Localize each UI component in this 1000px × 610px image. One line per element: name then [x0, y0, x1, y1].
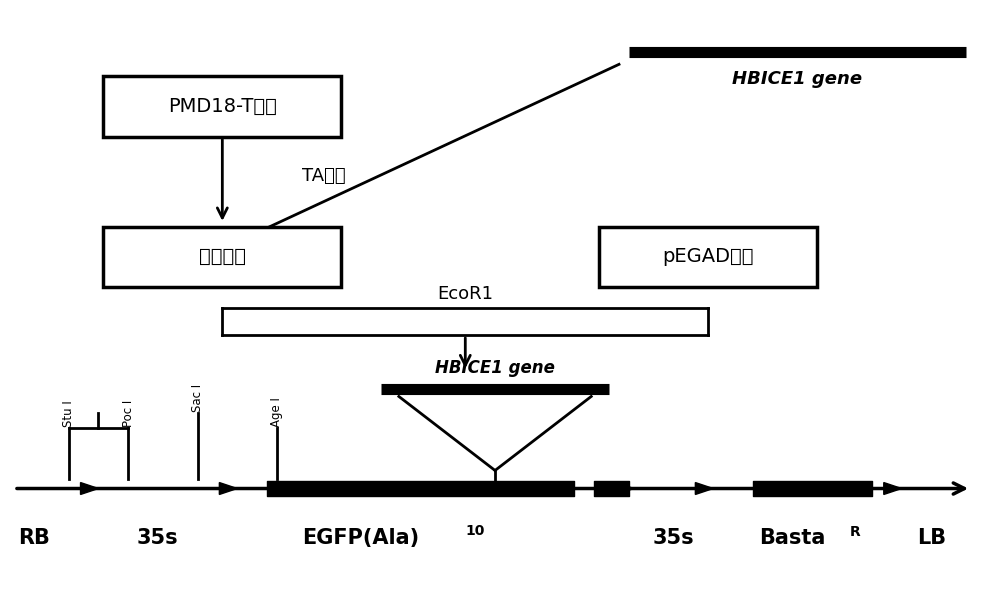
- Text: HBICE1 gene: HBICE1 gene: [732, 70, 863, 88]
- Text: 35s: 35s: [653, 528, 694, 548]
- Polygon shape: [81, 483, 98, 495]
- Text: pEGAD载体: pEGAD载体: [662, 248, 754, 267]
- Bar: [599, 227, 817, 287]
- Polygon shape: [884, 483, 902, 495]
- Text: Sac I: Sac I: [191, 384, 204, 412]
- Text: 10: 10: [465, 524, 485, 538]
- Text: Stu I: Stu I: [62, 400, 75, 427]
- Bar: [103, 76, 341, 137]
- Text: Age I: Age I: [270, 397, 283, 427]
- Text: 35s: 35s: [137, 528, 179, 548]
- Bar: [103, 227, 341, 287]
- Text: Basta: Basta: [759, 528, 826, 548]
- Text: PMD18-T载体: PMD18-T载体: [168, 97, 277, 116]
- Text: EcoR1: EcoR1: [437, 285, 493, 303]
- Polygon shape: [219, 483, 237, 495]
- Text: RB: RB: [18, 528, 50, 548]
- Text: 重组载体: 重组载体: [199, 248, 246, 267]
- Text: TA克隆: TA克隆: [302, 167, 345, 185]
- Text: LB: LB: [917, 528, 946, 548]
- Polygon shape: [616, 483, 634, 495]
- Text: Poc I: Poc I: [122, 400, 135, 427]
- Text: R: R: [850, 525, 861, 539]
- Text: HBICE1 gene: HBICE1 gene: [435, 359, 555, 377]
- Text: EGFP(Ala): EGFP(Ala): [302, 528, 419, 548]
- Polygon shape: [695, 483, 713, 495]
